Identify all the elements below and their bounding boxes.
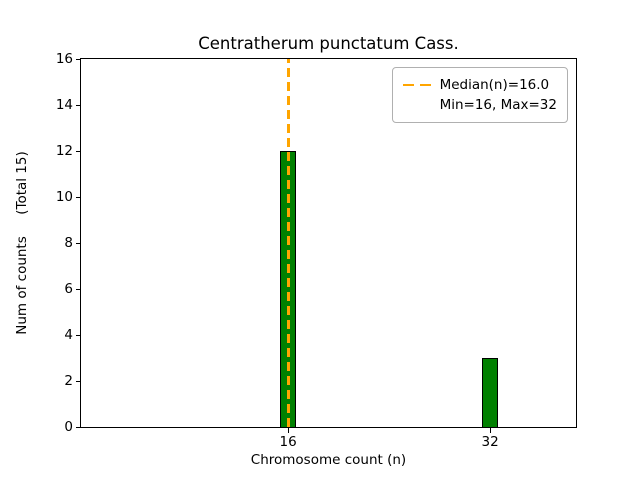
- y-tick: [76, 196, 81, 198]
- y-tick-label: 4: [64, 327, 73, 343]
- y-tick: [76, 104, 81, 106]
- legend-row-minmax: Min=16, Max=32: [403, 95, 557, 115]
- x-tick-label: 16: [279, 434, 297, 450]
- y-axis-label: Num of counts (Total 15): [14, 151, 30, 335]
- y-tick: [76, 58, 81, 60]
- x-tick: [287, 428, 289, 433]
- bar-x32: [482, 358, 499, 427]
- legend: Median(n)=16.0 Min=16, Max=32: [391, 67, 568, 123]
- y-tick: [76, 380, 81, 382]
- y-tick-label: 12: [55, 143, 73, 159]
- y-tick: [76, 288, 81, 290]
- x-axis-label: Chromosome count (n): [250, 452, 407, 468]
- legend-label-median: Median(n)=16.0: [439, 77, 550, 93]
- legend-row-median: Median(n)=16.0: [402, 75, 557, 95]
- y-tick: [76, 426, 81, 428]
- x-tick-label: 32: [481, 434, 499, 450]
- y-tick-label: 2: [64, 373, 73, 389]
- y-tick-label: 8: [64, 235, 73, 251]
- x-tick: [489, 428, 491, 433]
- legend-label-minmax: Min=16, Max=32: [439, 97, 557, 113]
- median-line: [286, 59, 290, 427]
- y-tick-label: 14: [55, 97, 73, 113]
- y-tick: [76, 334, 81, 336]
- y-tick: [76, 150, 81, 152]
- y-tick-label: 10: [55, 189, 73, 205]
- y-tick-label: 6: [64, 281, 73, 297]
- plot-area: Median(n)=16.0 Min=16, Max=32 0 2 4 6 8 10 12 1…: [56, 51, 577, 450]
- y-tick: [76, 242, 81, 244]
- y-tick-label: 16: [55, 51, 73, 67]
- y-tick-label: 0: [64, 419, 73, 435]
- chart-title: Centratherum punctatum Cass.: [198, 34, 459, 53]
- dashed-line-icon: [402, 83, 431, 87]
